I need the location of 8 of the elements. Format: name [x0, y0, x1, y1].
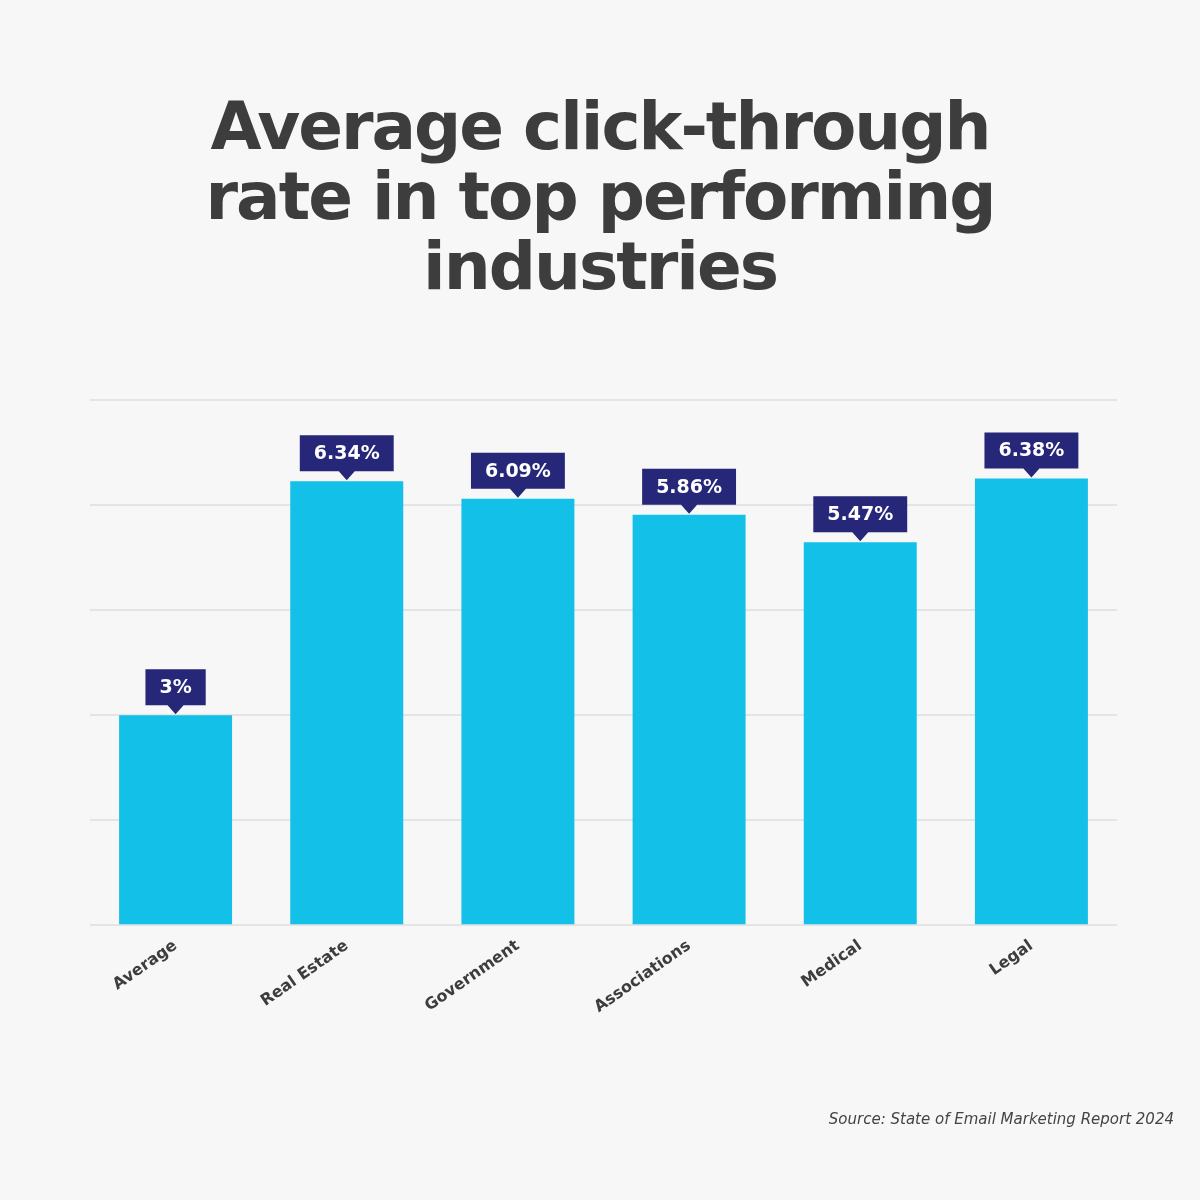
source-note: Source: State of Email Marketing Report 2024: [828, 1110, 1174, 1128]
data-label: 5.47%: [827, 502, 894, 525]
data-label: 3%: [159, 675, 192, 698]
data-label: 6.34%: [313, 441, 380, 464]
data-label: 6.38%: [998, 438, 1065, 461]
data-label: 6.09%: [484, 458, 551, 481]
data-label: 5.86%: [656, 474, 723, 497]
chart-title: Average click-through rate in top performing industries: [204, 88, 996, 305]
